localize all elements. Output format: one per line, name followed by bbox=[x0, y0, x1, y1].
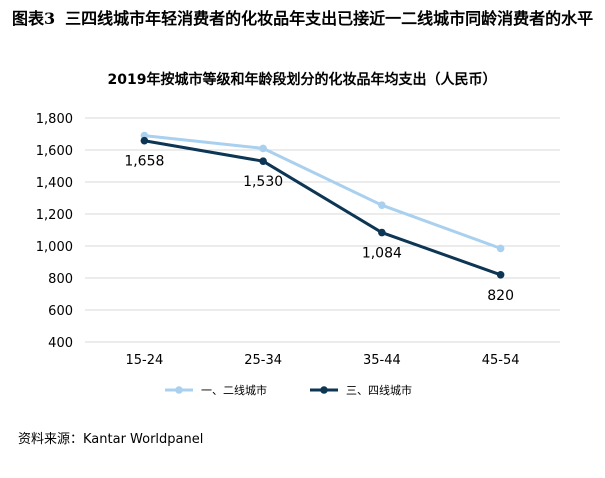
series-line-2 bbox=[144, 139, 502, 277]
y-tick-label: 1,600 bbox=[36, 144, 73, 159]
data-point bbox=[378, 201, 386, 209]
y-tick-label: 1,800 bbox=[36, 112, 73, 127]
data-label: 820 bbox=[487, 288, 514, 304]
y-tick-label: 600 bbox=[48, 304, 73, 319]
source-note: 资料来源：Kantar Worldpanel bbox=[18, 432, 204, 447]
data-label: 1,530 bbox=[243, 174, 283, 190]
data-point bbox=[378, 228, 386, 237]
legend-swatch-marker bbox=[320, 386, 328, 394]
chart-title: 2019年按城市等级和年龄段划分的化妆品年均支出（人民币） bbox=[108, 71, 497, 88]
figure-title: 图表3 三四线城市年轻消费者的化妆品年支出已接近一二线城市同龄消费者的水平 bbox=[12, 8, 597, 30]
data-point bbox=[259, 157, 267, 165]
line-chart: 2019年按城市等级和年龄段划分的化妆品年均支出（人民币） 400 600 800 1,… bbox=[36, 71, 560, 397]
data-point bbox=[140, 136, 149, 145]
x-tick-label: 25-34 bbox=[244, 353, 282, 368]
data-point bbox=[496, 244, 505, 253]
x-tick-label: 35-44 bbox=[363, 353, 401, 368]
y-tick-label: 1,000 bbox=[36, 240, 73, 255]
legend-label: 一、二线城市 bbox=[201, 383, 267, 397]
legend-label: 三、四线城市 bbox=[346, 383, 412, 397]
legend-swatch-marker bbox=[175, 386, 183, 394]
data-label: 1,658 bbox=[124, 154, 164, 170]
figure-title-text: 三四线城市年轻消费者的化妆品年支出已接近一二线城市同龄消费者的水平 bbox=[65, 9, 594, 28]
y-tick-label: 400 bbox=[48, 336, 73, 351]
data-point bbox=[496, 271, 505, 279]
y-tick-label: 1,400 bbox=[36, 176, 73, 191]
figure-number: 图表3 bbox=[12, 9, 56, 28]
data-point bbox=[259, 144, 267, 153]
y-tick-label: 1,200 bbox=[36, 208, 73, 223]
x-tick-label: 15-24 bbox=[125, 353, 163, 368]
y-tick-label: 800 bbox=[48, 272, 73, 287]
x-tick-label: 45-54 bbox=[482, 353, 520, 368]
data-label: 1,084 bbox=[362, 246, 402, 262]
series-line-1 bbox=[144, 134, 502, 250]
